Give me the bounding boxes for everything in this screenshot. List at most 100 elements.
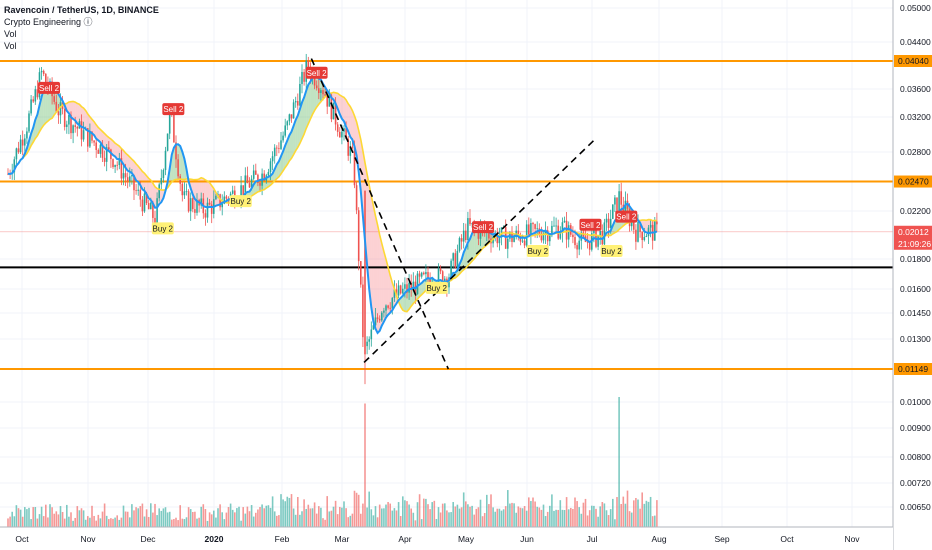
volume-bar [523, 506, 526, 527]
volume-bar [158, 508, 160, 527]
volume-bar [49, 504, 51, 527]
volume-bar [544, 516, 547, 527]
candle-body [135, 190, 137, 192]
candle-body [614, 197, 616, 205]
volume-bar [143, 516, 146, 527]
volume-bar [13, 516, 16, 527]
volume-bar [618, 397, 620, 527]
price-tick-label: 0.03200 [900, 112, 931, 122]
volume-bar [292, 508, 295, 527]
volume-bar [129, 517, 131, 527]
volume-bar [124, 511, 127, 527]
volume-bar [561, 509, 564, 527]
candle-body [450, 260, 452, 278]
volume-bar [280, 494, 282, 527]
signal-box [162, 103, 185, 116]
candle-body [599, 230, 601, 236]
volume-bar [425, 498, 427, 527]
candle-body [112, 159, 114, 168]
candle-body [240, 185, 242, 200]
volume-bar [416, 502, 419, 527]
volume-bar [221, 512, 223, 527]
candle-body [467, 218, 469, 241]
candle-body [366, 341, 368, 347]
sell-signal-label: Sell 2 [472, 221, 495, 234]
volume-bar [105, 515, 108, 527]
candle-body [162, 170, 165, 178]
volume-bar [549, 505, 551, 527]
signal-text: Buy 2 [153, 224, 174, 233]
volume-bar [150, 503, 152, 527]
countdown-label: 21:09:26 [898, 239, 931, 249]
price-tick-label: 0.04400 [900, 37, 931, 47]
candle-body [101, 144, 104, 158]
candle-body [271, 156, 274, 162]
candle-body [131, 175, 133, 177]
price-tick-label: 0.01450 [900, 308, 931, 318]
volume-bar [229, 503, 232, 527]
candle-body [372, 325, 375, 330]
cloud-segment [352, 110, 355, 147]
price-tick-label: 0.00900 [900, 423, 931, 433]
volume-label-1[interactable]: Vol [4, 29, 17, 39]
candle-body [420, 272, 423, 277]
last-price-label: 0.02012 [898, 227, 929, 237]
cloud-segment [299, 102, 302, 144]
volume-bar [162, 508, 165, 527]
candle-body [99, 144, 102, 154]
candle-body [68, 114, 70, 125]
volume-bar [332, 506, 335, 527]
candle-body [307, 60, 310, 70]
volume-bar [192, 512, 194, 527]
volume-bar [420, 519, 423, 527]
candle-body [93, 140, 95, 143]
candle-body [387, 305, 389, 308]
level-tag-label: 0.01149 [898, 364, 928, 374]
volume-bar [473, 514, 475, 527]
candle-body [223, 196, 226, 204]
volume-bar [250, 505, 253, 527]
price-tick-label: 0.01800 [900, 254, 931, 264]
volume-bar [339, 506, 341, 527]
volume-label-2[interactable]: Vol [4, 41, 17, 51]
volume-bar [591, 505, 593, 527]
candle-body [630, 221, 633, 227]
volume-bar [269, 507, 272, 527]
candle-body [525, 224, 528, 246]
candle-body [530, 223, 532, 235]
candle-body [343, 128, 345, 132]
candle-body [175, 142, 177, 160]
indicator-label[interactable]: Crypto Engineering ⓘ [4, 17, 93, 27]
cloud-segment [379, 234, 382, 331]
cloud-segment [470, 233, 473, 264]
candle-body [194, 209, 196, 213]
volume-bar [418, 494, 421, 527]
volume-bar [633, 500, 635, 527]
volume-bar [538, 507, 541, 527]
candle-body [498, 236, 501, 244]
volume-bar [242, 507, 244, 527]
candle-body [452, 253, 454, 261]
volume-bar [609, 509, 612, 527]
moving-averages [8, 74, 658, 335]
sell-signal-label: Sell 2 [579, 218, 602, 231]
cloud-segment [144, 173, 147, 195]
volume-bar [423, 498, 425, 527]
volume-bar [55, 511, 58, 527]
candle-body [448, 277, 450, 288]
volume-bar [607, 515, 610, 527]
candle-body [34, 89, 37, 102]
signal-box [472, 221, 495, 234]
cloud-segment [348, 103, 351, 137]
cloud-segment [369, 185, 372, 308]
volume-bar [322, 518, 324, 527]
volume-bar [513, 503, 515, 527]
axis-bg [893, 0, 932, 550]
candle-body [368, 339, 370, 342]
candle-body [137, 189, 139, 191]
volume-bar [91, 505, 93, 527]
volume-bar [263, 508, 265, 527]
candle-body [301, 71, 303, 84]
volume-bar [334, 500, 337, 527]
